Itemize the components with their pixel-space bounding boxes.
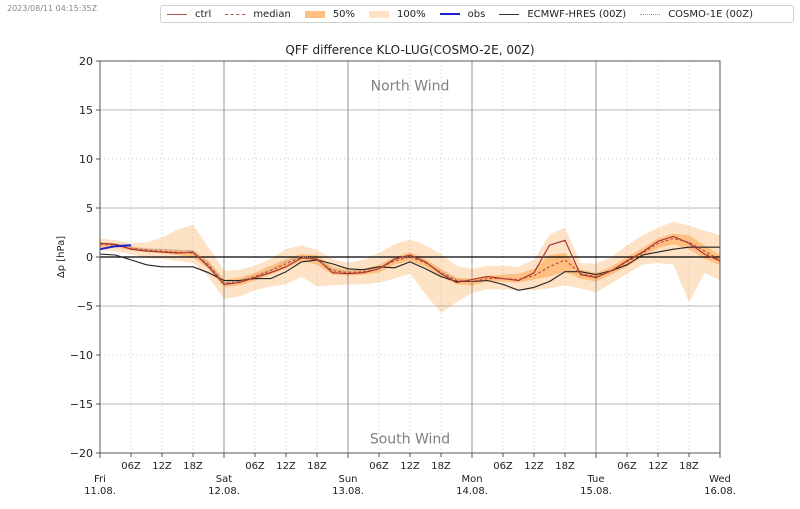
y-tick-label: 0 <box>86 251 93 264</box>
annotation-north-wind: North Wind <box>371 79 450 95</box>
x-axis-ticks: 06Z 12Z 18Z 06Z 12Z 18Z 06Z 12Z 18Z 06Z 12Z 18Z 06Z 1… <box>84 453 736 497</box>
y-axis-ticks: 20 15 10 5 0 −5 −10 −15 −20 <box>70 55 100 460</box>
legend-item-median: median <box>225 9 291 20</box>
x-tick-label-hour: 12Z <box>152 461 172 472</box>
x-tick-label-hour: 18Z <box>307 461 327 472</box>
x-tick-label-hour: 12Z <box>276 461 296 472</box>
x-tick-label-hour: 18Z <box>431 461 451 472</box>
legend-swatch-ctrl <box>167 13 187 15</box>
x-tick-label-date: 15.08. <box>580 486 612 497</box>
legend-swatch-obs <box>439 13 460 15</box>
band-100pct <box>100 221 720 313</box>
legend-label-ecmwf: ECMWF-HRES (00Z) <box>527 8 627 20</box>
x-tick-label-hour: 06Z <box>617 461 637 472</box>
legend-label-median: median <box>253 8 291 20</box>
x-tick-label-hour: 18Z <box>555 461 575 472</box>
x-tick-label-date: 14.08. <box>456 486 488 497</box>
x-tick-label-day: Sat <box>216 474 232 485</box>
y-tick-label: −5 <box>77 300 93 313</box>
x-tick-label-hour: 18Z <box>679 461 699 472</box>
legend-item-ctrl: ctrl <box>167 9 211 20</box>
series-line-ctrl <box>99 235 721 285</box>
legend-item-obs: obs <box>439 8 486 20</box>
legend-item-cosmo1e: COSMO-1E (00Z) <box>640 9 753 20</box>
x-tick-label-hour: 06Z <box>245 461 265 472</box>
legend-item-ecmwf: ECMWF-HRES (00Z) <box>499 9 626 20</box>
legend-item-p100: 100% <box>369 9 426 20</box>
x-tick-label-date: 11.08. <box>84 486 116 497</box>
x-tick-label-day: Tue <box>586 474 604 485</box>
x-tick-label-day: Mon <box>461 474 482 485</box>
x-tick-label-hour: 12Z <box>400 461 420 472</box>
x-tick-label-hour: 06Z <box>369 461 389 472</box>
x-tick-label-hour: 18Z <box>183 461 203 472</box>
y-tick-label: 15 <box>79 104 93 117</box>
x-tick-label-date: 12.08. <box>208 486 240 497</box>
legend-label-cosmo1e: COSMO-1E (00Z) <box>668 8 754 20</box>
y-tick-label: 20 <box>79 55 93 68</box>
run-timestamp: 2023/08/11 04:15:35Z <box>7 4 98 13</box>
x-tick-label-hour: 12Z <box>524 461 544 472</box>
legend-label-p100: 100% <box>397 8 426 20</box>
series-line-obs <box>99 244 132 251</box>
series-line-cosmo1e <box>99 242 473 283</box>
y-tick-label: 5 <box>86 202 93 215</box>
legend-swatch-cosmo1e <box>640 13 661 15</box>
legend-swatch-p100 <box>369 10 390 18</box>
legend-swatch-median <box>225 13 246 15</box>
annotation-south-wind: South Wind <box>370 431 450 447</box>
series-lines <box>99 235 721 291</box>
x-tick-label-day: Sun <box>338 474 357 485</box>
legend-item-p50: 50% <box>304 8 356 20</box>
x-tick-label-day: Fri <box>94 474 106 485</box>
legend-label-ctrl: ctrl <box>195 8 212 20</box>
x-tick-label-date: 16.08. <box>704 486 736 497</box>
chart-title: QFF difference KLO-LUG(COSMO-2E, 00Z) <box>285 43 534 57</box>
legend-swatch-p50 <box>304 10 325 18</box>
y-tick-label: −15 <box>70 398 93 411</box>
series-line-median <box>99 237 721 285</box>
chart-legend: ctrl median 50% 100% obs ECMWF-HRES (00Z… <box>160 5 794 23</box>
x-tick-label-hour: 12Z <box>648 461 668 472</box>
x-tick-label-hour: 06Z <box>121 461 141 472</box>
legend-label-p50: 50% <box>332 8 356 20</box>
y-tick-label: −20 <box>70 447 93 460</box>
y-tick-label: −10 <box>70 349 93 362</box>
x-tick-label-date: 13.08. <box>332 486 364 497</box>
legend-swatch-ecmwf <box>499 13 520 15</box>
x-tick-label-hour: 06Z <box>493 461 513 472</box>
x-tick-label-day: Wed <box>709 474 731 485</box>
y-axis-label: Δp [hPa] <box>56 236 67 278</box>
y-tick-label: 10 <box>79 153 93 166</box>
legend-label-obs: obs <box>467 8 486 20</box>
series-line-ecmwf <box>99 246 720 291</box>
